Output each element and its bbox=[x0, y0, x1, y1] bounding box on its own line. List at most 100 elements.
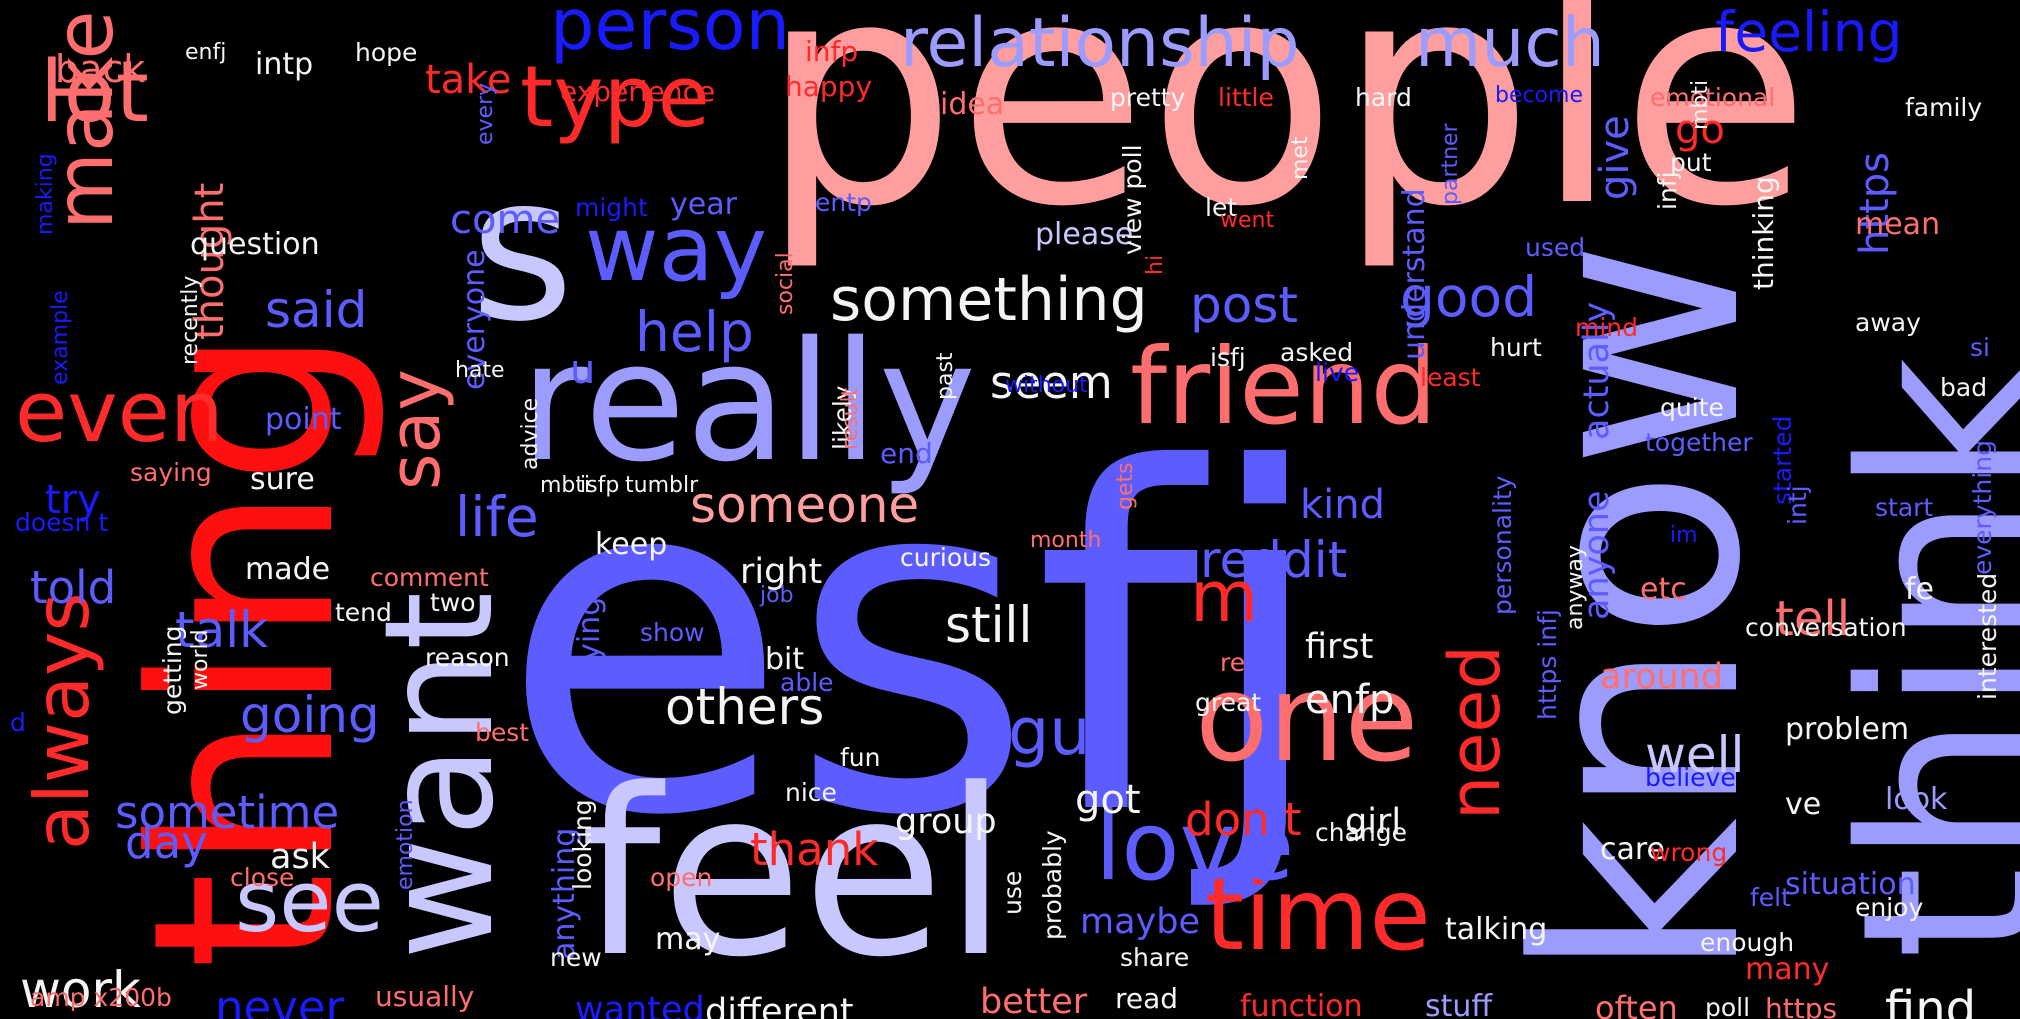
word-hard-143: hard bbox=[1355, 83, 1412, 112]
word-problem-76: problem bbox=[1785, 712, 1910, 747]
word-many-128: many bbox=[1745, 952, 1830, 987]
word-tend-100: tend bbox=[335, 598, 392, 627]
word-used-201: used bbox=[1525, 233, 1586, 262]
word-right-88: right bbox=[740, 552, 823, 592]
word-really-6: really bbox=[520, 306, 977, 498]
word-question-58: question bbox=[190, 227, 320, 262]
word-others-33: others bbox=[665, 678, 825, 736]
word-felt-198: felt bbox=[1750, 883, 1791, 912]
word-life-31: life bbox=[455, 485, 539, 549]
word-friend-9: friend bbox=[1130, 326, 1438, 448]
word-seem-49: seem bbox=[990, 356, 1113, 409]
word-trying-91: trying bbox=[572, 596, 607, 685]
word-month-195: month bbox=[1030, 528, 1102, 553]
word-never-44: never bbox=[215, 981, 345, 1019]
word-experience-59: experience bbox=[560, 75, 716, 108]
word-great-107: great bbox=[1195, 688, 1262, 717]
word-post-29: post bbox=[1190, 276, 1298, 334]
word-say-20: say bbox=[374, 369, 456, 490]
word-gets-194: gets bbox=[1113, 462, 1138, 510]
word-share-125: share bbox=[1120, 943, 1190, 972]
word-little-142: little bbox=[1218, 83, 1274, 112]
word-past-191: past bbox=[933, 352, 958, 400]
word-example-162: example bbox=[48, 290, 73, 385]
word-isfj-164: isfj bbox=[1210, 343, 1246, 372]
word-type-13: type bbox=[520, 48, 710, 147]
word-met-156: met bbox=[1288, 136, 1313, 180]
word-conversation-180: conversation bbox=[1745, 613, 1907, 642]
word-read-134: read bbox=[1115, 982, 1179, 1015]
word-find-48: find bbox=[1885, 981, 1977, 1019]
word-enfp-71: enfp bbox=[1305, 677, 1395, 723]
word-told-41: told bbox=[30, 561, 117, 614]
word-probably-123: probably bbox=[1038, 830, 1067, 940]
word-hi-158: hi bbox=[1143, 254, 1168, 275]
word-time-11: time bbox=[1205, 856, 1431, 973]
word-etc-77: etc bbox=[1640, 572, 1687, 607]
word-good-30: good bbox=[1400, 265, 1538, 329]
word-intp-63: intp bbox=[255, 47, 314, 82]
word-take-57: take bbox=[425, 57, 512, 103]
word-stuff-136: stuff bbox=[1425, 989, 1493, 1019]
word-go-50: go bbox=[1675, 107, 1725, 153]
word-someone-32: someone bbox=[690, 476, 920, 534]
word-re-108: re bbox=[1220, 648, 1246, 677]
word-quite-173: quite bbox=[1660, 393, 1724, 422]
word-si-171: si bbox=[1970, 333, 1990, 362]
word-doesn-t-99: doesn t bbox=[15, 508, 109, 537]
word-making-161: making bbox=[33, 153, 58, 235]
word-emotional-145: emotional bbox=[1650, 83, 1776, 112]
word-group-112: group bbox=[895, 802, 997, 842]
word-open-119: open bbox=[650, 863, 713, 892]
word-let-155: let bbox=[1205, 193, 1238, 222]
word-social-159: social bbox=[773, 252, 798, 315]
word-comment-102: comment bbox=[370, 563, 489, 592]
word-person-24: person bbox=[550, 0, 790, 66]
word-mbti-151: mbti bbox=[1688, 79, 1713, 130]
word-intj-176: intj bbox=[1783, 485, 1812, 525]
word-fe-179: fe bbox=[1905, 572, 1935, 607]
word-girl-74: girl bbox=[1345, 802, 1402, 842]
word-amp-x200b-132: amp x200b bbox=[30, 983, 172, 1012]
word-looking-118: looking bbox=[568, 799, 597, 890]
word-u-53: u bbox=[570, 347, 596, 393]
word-everything-178: everything bbox=[1968, 440, 1997, 575]
word-infj-150: infj bbox=[1653, 171, 1682, 210]
word-enjoy-199: enjoy bbox=[1855, 893, 1924, 922]
word-d-188: d bbox=[10, 708, 26, 737]
word-new-120: new bbox=[550, 943, 602, 972]
word-family-146: family bbox=[1905, 93, 1983, 122]
word-live-166: live bbox=[1315, 358, 1360, 387]
word-one-10: one bbox=[1195, 650, 1419, 789]
word-talking-126: talking bbox=[1445, 912, 1548, 947]
word-better-133: better bbox=[980, 982, 1088, 1019]
word-im-183: im bbox=[1670, 523, 1698, 548]
word-end-193: end bbox=[880, 437, 933, 470]
word-esfj-0: esfj bbox=[500, 371, 1331, 918]
word-try-86: try bbox=[45, 477, 101, 523]
word-may-121: may bbox=[655, 922, 721, 957]
word-wrong-197: wrong bbox=[1650, 838, 1728, 867]
word-something-26: something bbox=[830, 265, 1148, 335]
word-anyway-182: anyway bbox=[1563, 545, 1588, 630]
word-different-129: different bbox=[705, 992, 854, 1019]
word-away-170: away bbox=[1855, 308, 1921, 337]
word-ask-115: ask bbox=[270, 837, 330, 877]
word-pretty-141: pretty bbox=[1110, 83, 1186, 112]
word-thinking-149: thinking bbox=[1747, 176, 1780, 290]
word-https-infj-184: https infj bbox=[1533, 609, 1562, 720]
word-asked-165: asked bbox=[1280, 338, 1354, 367]
word-made-85: made bbox=[245, 552, 331, 587]
word-curious-89: curious bbox=[900, 543, 991, 572]
word-people-1: people bbox=[760, 0, 1811, 275]
word-least-167: least bbox=[1420, 363, 1481, 392]
word-advice-97: advice bbox=[518, 397, 543, 470]
word-isfp-95: isfp bbox=[580, 473, 620, 498]
word-tell-47: tell bbox=[1775, 591, 1851, 647]
word-come-54: come bbox=[450, 197, 561, 243]
word-world-104: world bbox=[188, 629, 213, 690]
word-together-174: together bbox=[1645, 428, 1753, 457]
word-interested-78: interested bbox=[1973, 572, 2002, 700]
word-mbti-94: mbti bbox=[540, 473, 591, 498]
